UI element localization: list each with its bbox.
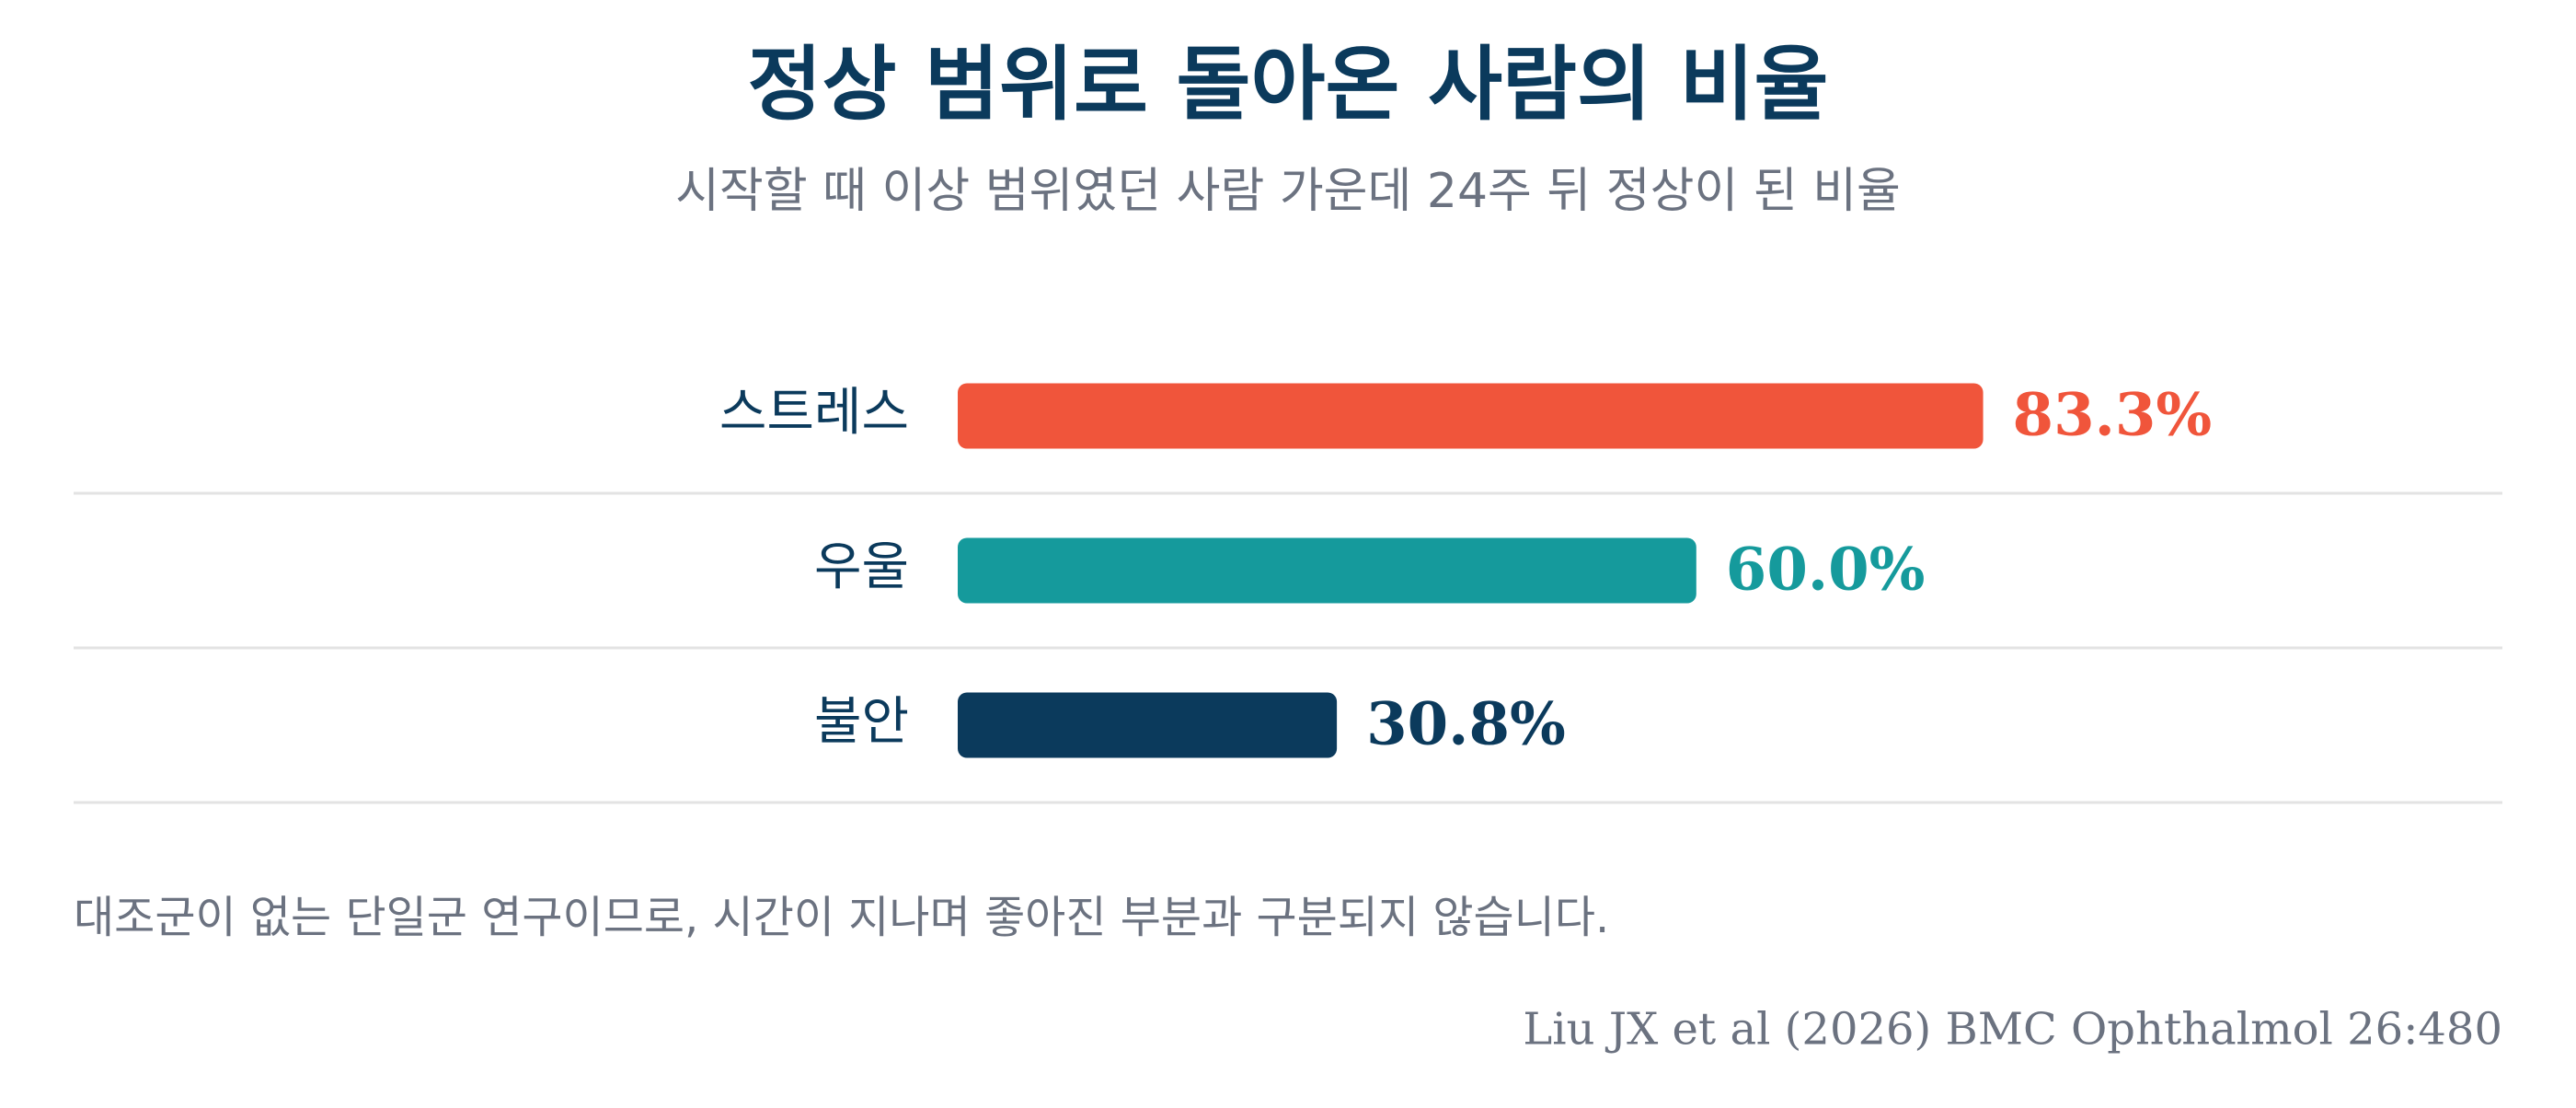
bar	[958, 537, 1696, 604]
bar	[958, 692, 1338, 758]
chart-subtitle: 시작할 때 이상 범위였던 사람 가운데 24주 뒤 정상이 된 비율	[675, 164, 1901, 219]
bar	[958, 383, 1984, 449]
value-label: 30.8%	[1366, 690, 1566, 759]
value-label: 60.0%	[1726, 536, 1926, 605]
source: Liu JX et al (2026) BMC Ophthalmol 26:48…	[1523, 1004, 2502, 1056]
chart-title: 정상 범위로 돌아온 사람의 비율	[747, 37, 1828, 132]
value-label: 83.3%	[2013, 381, 2213, 450]
category-label: 스트레스	[719, 383, 909, 443]
note: 대조군이 없는 단일군 연구이므로, 시간이 지나며 좋아진 부분과 구분되지 …	[74, 892, 1609, 943]
category-label: 우울	[814, 537, 909, 597]
category-label: 불안	[814, 692, 909, 752]
